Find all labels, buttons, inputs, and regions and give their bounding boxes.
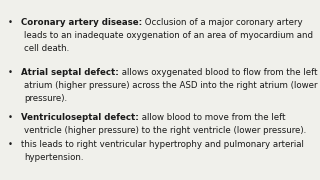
Text: •: •: [8, 18, 13, 27]
Text: Occlusion of a major coronary artery: Occlusion of a major coronary artery: [142, 18, 302, 27]
Text: allow blood to move from the left: allow blood to move from the left: [139, 113, 285, 122]
Text: ventricle (higher pressure) to the right ventricle (lower pressure).: ventricle (higher pressure) to the right…: [24, 126, 306, 135]
Text: leads to an inadequate oxygenation of an area of myocardium and: leads to an inadequate oxygenation of an…: [24, 31, 313, 40]
Text: cell death.: cell death.: [24, 44, 69, 53]
Text: Coronary artery disease:: Coronary artery disease:: [21, 18, 142, 27]
Text: •: •: [8, 68, 13, 77]
Text: •: •: [8, 140, 13, 149]
Text: this leads to right ventricular hypertrophy and pulmonary arterial: this leads to right ventricular hypertro…: [21, 140, 304, 149]
Text: pressure).: pressure).: [24, 94, 67, 103]
Text: Atrial septal defect:: Atrial septal defect:: [21, 68, 118, 77]
Text: atrium (higher pressure) across the ASD into the right atrium (lower: atrium (higher pressure) across the ASD …: [24, 81, 317, 90]
Text: •: •: [8, 113, 13, 122]
Text: Ventriculoseptal defect:: Ventriculoseptal defect:: [21, 113, 139, 122]
Text: allows oxygenated blood to flow from the left: allows oxygenated blood to flow from the…: [118, 68, 317, 77]
Text: hypertension.: hypertension.: [24, 153, 84, 162]
